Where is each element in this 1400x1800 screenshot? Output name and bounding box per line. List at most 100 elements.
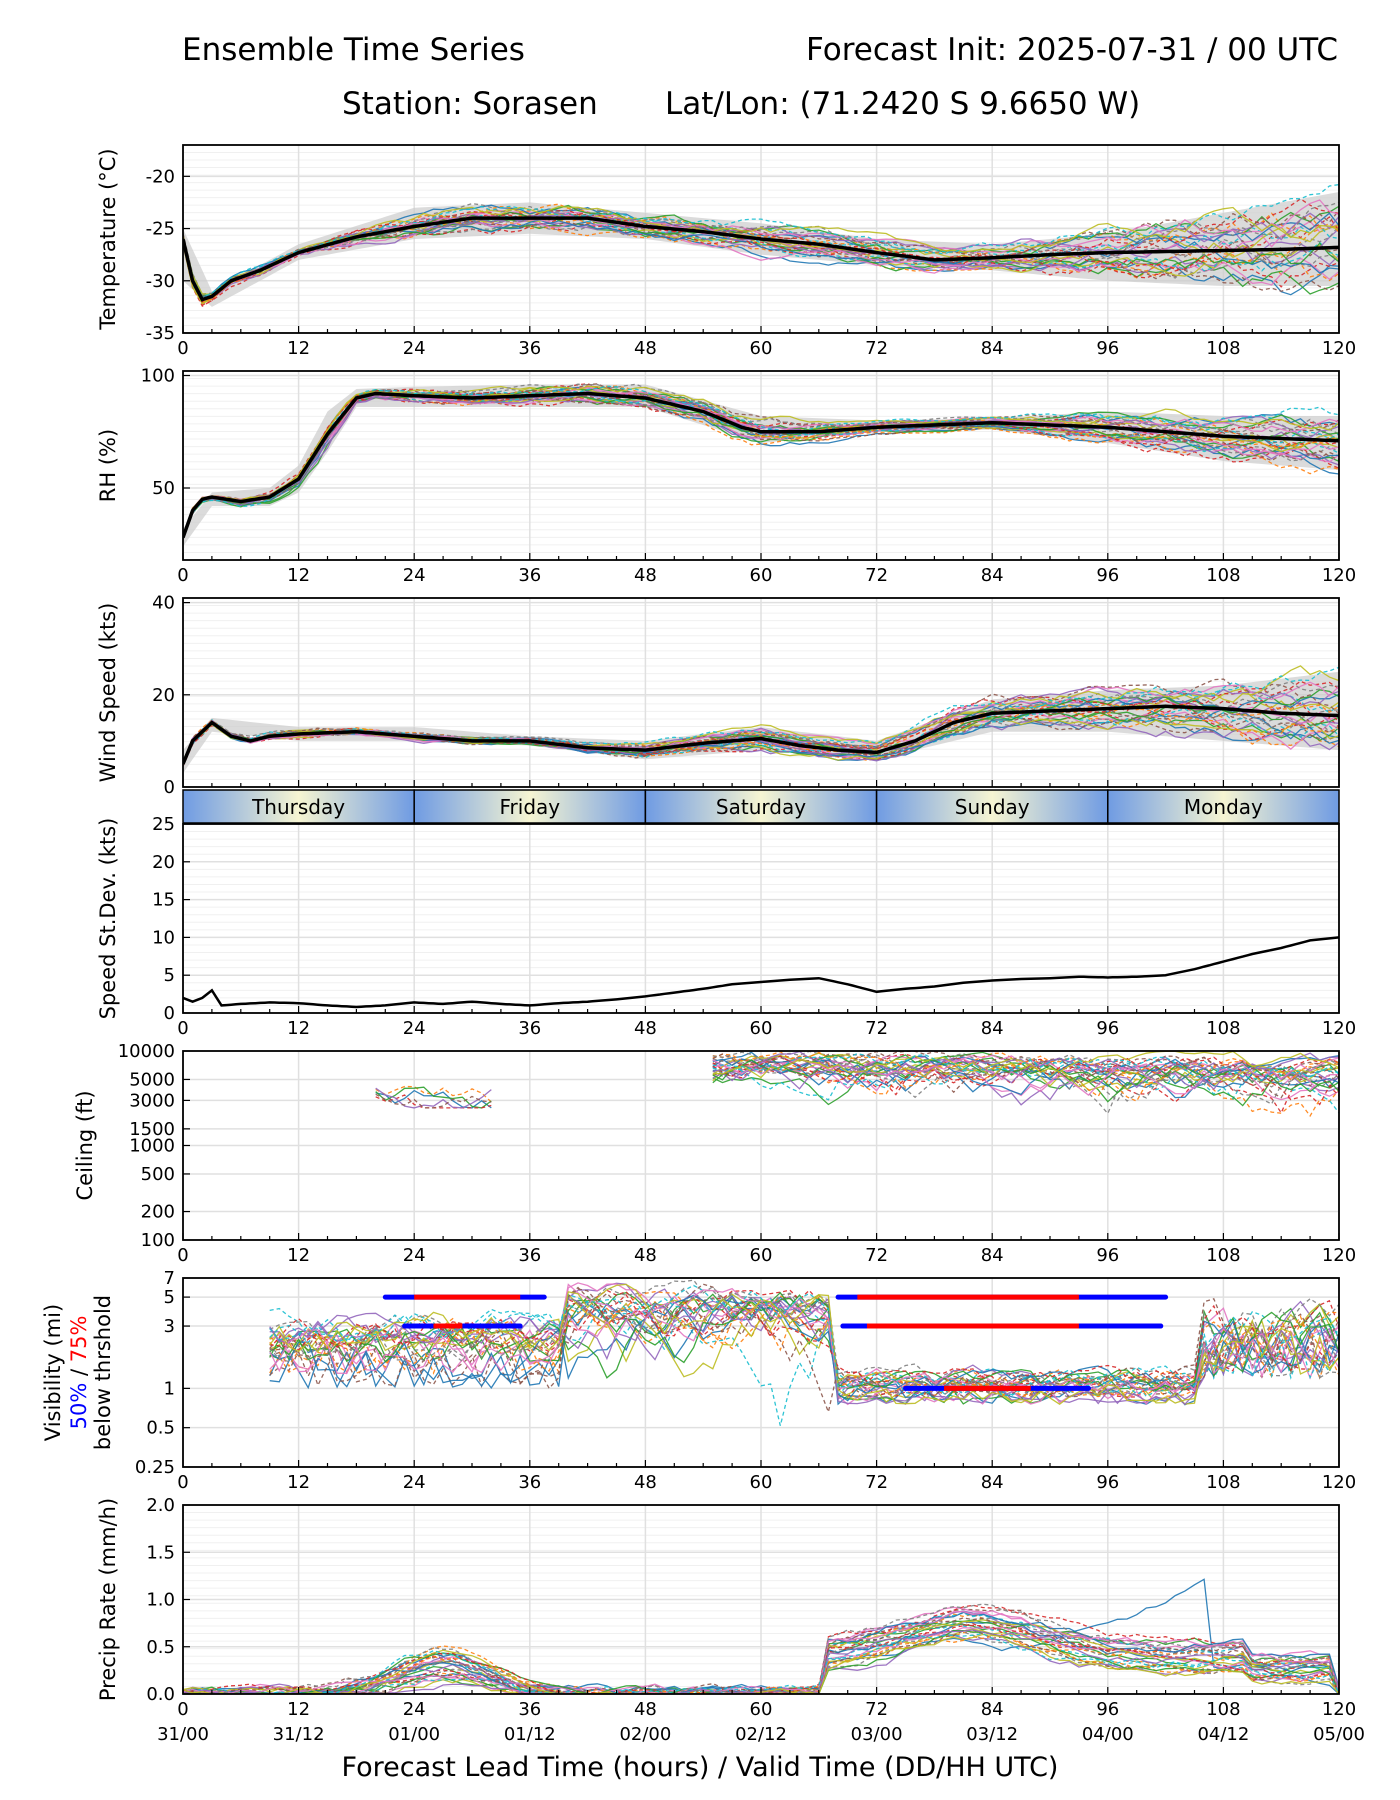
member-line-17 bbox=[269, 1279, 1339, 1399]
y-axis-label: Ceiling (ft) bbox=[73, 1090, 97, 1200]
x-tick-label-120: 120 bbox=[1322, 1472, 1356, 1493]
chart-title: Ensemble Time Series bbox=[182, 32, 525, 68]
y-tick-label: 1.5 bbox=[146, 1542, 175, 1563]
member-line-0 bbox=[375, 1089, 492, 1109]
x-tick-label-72: 72 bbox=[865, 1018, 888, 1039]
y-tick-label: 3000 bbox=[129, 1090, 175, 1111]
member-line-20 bbox=[269, 1294, 1339, 1402]
member-line-18 bbox=[269, 1293, 1339, 1392]
x-tick-label-48: 48 bbox=[634, 565, 657, 586]
y-tick-label: 50 bbox=[152, 478, 175, 499]
x-tick-label-60: 60 bbox=[750, 1699, 773, 1720]
x-tick-label-0: 0 bbox=[177, 565, 188, 586]
x-tick-label-12: 12 bbox=[287, 1018, 310, 1039]
y-tick-label: 0 bbox=[164, 1003, 175, 1024]
y-tick-label: -30 bbox=[146, 271, 175, 292]
x-tick-label-84: 84 bbox=[981, 1245, 1004, 1266]
member-line-24 bbox=[183, 394, 1339, 540]
y-tick-label: 100 bbox=[141, 1230, 175, 1251]
y-tick-label: 200 bbox=[141, 1202, 175, 1223]
y-tick-label: 20 bbox=[152, 685, 175, 706]
panel-3: 0 12 24 36 48 60 72 84 96 108 120 0 5 10 15 20 25 Speed S… bbox=[96, 814, 1356, 1039]
threshold-legend: 50% / 75% bbox=[67, 1316, 91, 1430]
day-band-thursday bbox=[182, 789, 415, 824]
member-line-4 bbox=[183, 218, 1339, 300]
x-tick-label-36: 36 bbox=[518, 1245, 541, 1266]
x-tick-label-24: 24 bbox=[403, 1472, 426, 1493]
y-tick-label: 2.0 bbox=[146, 1495, 175, 1516]
member-line-16 bbox=[712, 1054, 1339, 1097]
day-label-saturday: Saturday bbox=[716, 795, 806, 819]
y-axis-label: Temperature (°C) bbox=[96, 148, 120, 330]
y-tick-label: 10000 bbox=[118, 1041, 175, 1062]
x-tick-label-0: 0 bbox=[177, 1018, 188, 1039]
day-label-sunday: Sunday bbox=[955, 795, 1030, 819]
spread-band bbox=[183, 671, 1339, 774]
x-tick-label-60: 60 bbox=[750, 1018, 773, 1039]
member-line-28 bbox=[712, 1051, 1339, 1079]
day-label-friday: Friday bbox=[499, 795, 560, 819]
x-tick-label-108: 108 bbox=[1206, 1245, 1240, 1266]
x-tick-label-108: 108 bbox=[1206, 1472, 1240, 1493]
panel-2: 0 20 40 Wind Speed (kts) bbox=[96, 593, 1340, 798]
member-line-23 bbox=[183, 198, 1339, 303]
x-tick-label-24: 24 bbox=[403, 1699, 426, 1720]
member-line-21 bbox=[183, 203, 1339, 303]
day-label-monday: Monday bbox=[1184, 795, 1263, 819]
member-line-5 bbox=[375, 1093, 492, 1109]
x-tick-label-60: 60 bbox=[750, 1245, 773, 1266]
member-line-19 bbox=[269, 1284, 1339, 1387]
member-line-27 bbox=[183, 680, 1339, 767]
y-tick-label: 3 bbox=[164, 1316, 175, 1337]
member-line-29 bbox=[712, 1052, 1339, 1082]
member-line-23 bbox=[183, 1623, 1339, 1694]
x-tick-label-12: 12 bbox=[287, 338, 310, 359]
y-tick-label: 0.25 bbox=[135, 1457, 175, 1478]
threshold-legend-caption: below thrshold bbox=[91, 1295, 115, 1450]
x-tick-label-60: 60 bbox=[750, 1472, 773, 1493]
x-tick-label-72: 72 bbox=[865, 338, 888, 359]
valid-time-label: 31/00 bbox=[157, 1724, 209, 1745]
valid-time-label: 05/00 bbox=[1313, 1724, 1365, 1745]
member-line-28 bbox=[269, 1283, 1339, 1405]
y-tick-label: 0 bbox=[164, 777, 175, 798]
panel-6: 0 12 24 36 48 60 72 84 96 108 120 0.0 0.5 1.0 1.5 2.0 Pr… bbox=[96, 1495, 1356, 1720]
member-line-2 bbox=[375, 1086, 492, 1109]
member-line-27 bbox=[183, 201, 1339, 299]
x-tick-label-72: 72 bbox=[865, 1245, 888, 1266]
x-tick-label-24: 24 bbox=[403, 1245, 426, 1266]
member-line-28 bbox=[183, 205, 1339, 296]
x-tick-label-72: 72 bbox=[865, 1472, 888, 1493]
x-tick-label-24: 24 bbox=[403, 1018, 426, 1039]
x-tick-label-12: 12 bbox=[287, 1245, 310, 1266]
x-tick-label-108: 108 bbox=[1206, 1699, 1240, 1720]
member-line-25 bbox=[712, 1051, 1339, 1085]
y-tick-label: -35 bbox=[146, 323, 175, 344]
x-tick-label-84: 84 bbox=[981, 1018, 1004, 1039]
x-tick-label-48: 48 bbox=[634, 1245, 657, 1266]
member-line-11 bbox=[269, 1295, 1339, 1386]
x-tick-label-48: 48 bbox=[634, 1018, 657, 1039]
y-tick-label: 1.0 bbox=[146, 1590, 175, 1611]
x-tick-label-36: 36 bbox=[518, 338, 541, 359]
x-tick-label-36: 36 bbox=[518, 1699, 541, 1720]
latlon-label: Lat/Lon: (71.2420 S 9.6650 W) bbox=[665, 86, 1141, 122]
x-tick-label-120: 120 bbox=[1322, 1245, 1356, 1266]
day-band-friday bbox=[413, 789, 647, 824]
forecast-init-label: Forecast Init: 2025-07-31 / 00 UTC bbox=[806, 32, 1338, 68]
member-line-10 bbox=[712, 1051, 1339, 1091]
x-tick-label-84: 84 bbox=[981, 338, 1004, 359]
panel-4: 0 12 24 36 48 60 72 84 96 108 120 100 200 500 10001500… bbox=[73, 1041, 1356, 1266]
member-line-26 bbox=[269, 1287, 1339, 1392]
member-line-25 bbox=[183, 678, 1339, 763]
y-tick-label: 1000 bbox=[129, 1136, 175, 1157]
member-line-4 bbox=[375, 1087, 492, 1109]
x-tick-label-0: 0 bbox=[177, 1699, 188, 1720]
panel-1: 0 12 24 36 48 60 72 84 96 108 120 50 100 RH (%) bbox=[96, 366, 1356, 587]
member-line-1 bbox=[269, 1301, 1339, 1399]
x-tick-label-108: 108 bbox=[1206, 565, 1240, 586]
ensemble-mean-line bbox=[183, 704, 1339, 765]
member-line-6 bbox=[183, 219, 1339, 302]
valid-time-label: 02/00 bbox=[619, 1724, 671, 1745]
